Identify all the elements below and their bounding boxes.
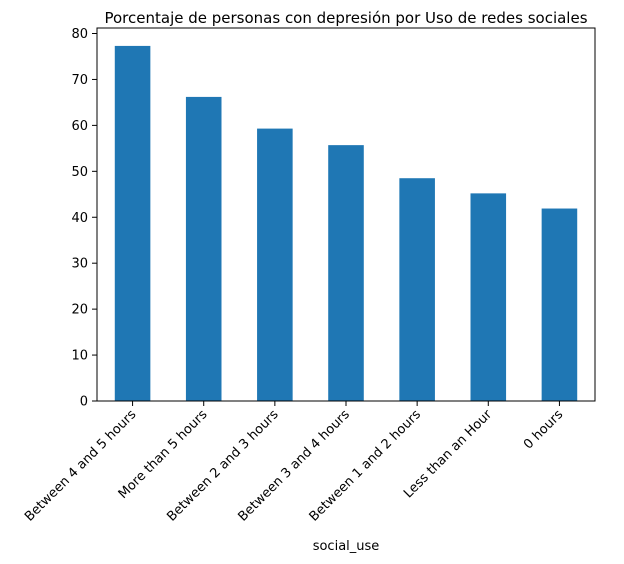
y-tick-label: 60 bbox=[71, 119, 88, 134]
x-axis-label: social_use bbox=[313, 539, 380, 554]
bar bbox=[328, 145, 364, 401]
y-tick-label: 70 bbox=[71, 73, 88, 88]
bar bbox=[399, 178, 435, 401]
x-tick-label: Between 4 and 5 hours bbox=[22, 407, 140, 525]
y-tick-label: 80 bbox=[71, 27, 88, 42]
plot-frame bbox=[96, 27, 596, 402]
y-tick-label: 30 bbox=[71, 257, 88, 272]
y-tick-label: 0 bbox=[80, 395, 88, 410]
y-tick-label: 40 bbox=[71, 211, 88, 226]
bar bbox=[185, 96, 222, 402]
bar bbox=[114, 45, 151, 401]
y-axis: 0 10 20 30 40 50 60 70 80 bbox=[71, 27, 97, 410]
y-tick-label: 50 bbox=[71, 165, 88, 180]
bar bbox=[541, 208, 578, 401]
chart-title: Porcentaje de personas con depresión por… bbox=[104, 9, 587, 27]
x-tick-label: 0 hours bbox=[521, 407, 566, 452]
y-tick-label: 20 bbox=[71, 303, 88, 318]
y-tick-label: 10 bbox=[71, 349, 88, 364]
bar bbox=[257, 128, 293, 402]
bars-group bbox=[114, 45, 578, 402]
bar bbox=[470, 193, 507, 401]
